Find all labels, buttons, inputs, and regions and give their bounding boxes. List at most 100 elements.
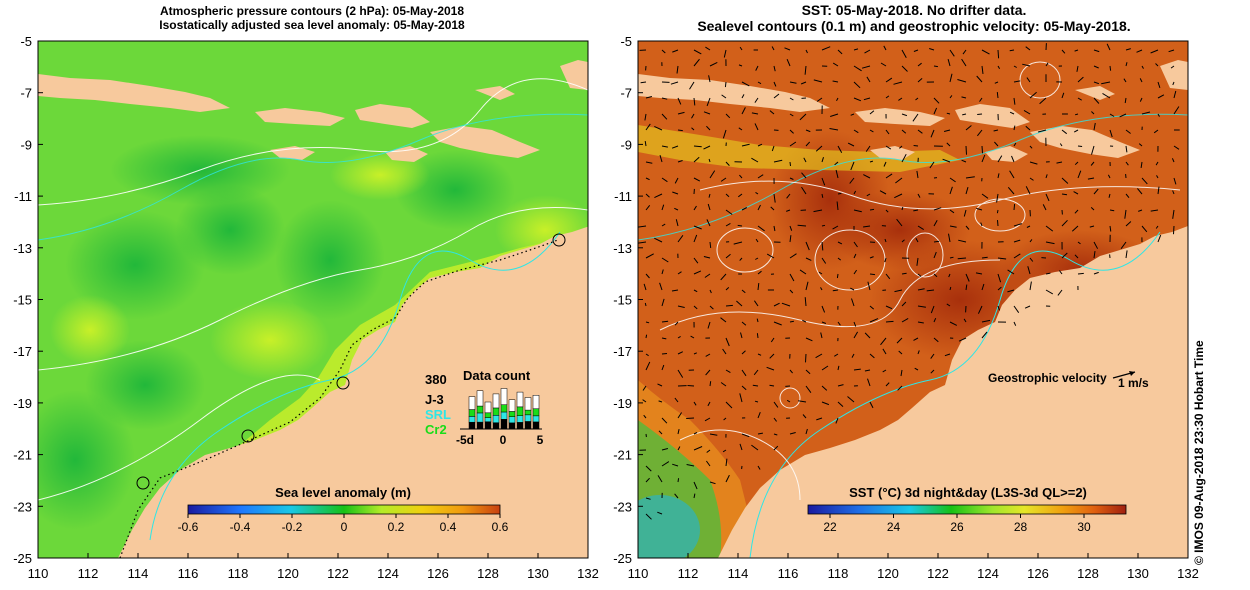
velocity-arrow <box>709 61 718 67</box>
velocity-arrow <box>720 273 727 281</box>
velocity-arrow <box>693 270 702 275</box>
velocity-arrow <box>957 79 967 83</box>
velocity-arrow <box>773 159 783 163</box>
velocity-arrow <box>1093 97 1100 104</box>
velocity-arrow <box>741 81 750 87</box>
velocity-arrow <box>786 59 791 67</box>
velocity-arrow <box>880 337 887 346</box>
velocity-arrow <box>708 75 711 83</box>
velocity-arrow <box>949 186 953 195</box>
velocity-arrow <box>853 368 861 371</box>
velocity-arrow <box>657 475 663 483</box>
velocity-arrow <box>942 158 951 163</box>
velocity-arrow <box>853 65 862 72</box>
x-tick-label: 116 <box>178 566 199 581</box>
velocity-arrow <box>820 332 823 339</box>
velocity-arrow <box>836 201 839 211</box>
velocity-arrow <box>869 273 876 276</box>
velocity-arrow <box>757 81 762 85</box>
velocity-arrow <box>1093 251 1096 259</box>
velocity-arrow <box>693 352 697 355</box>
data-count-bar <box>516 391 524 408</box>
velocity-arrow <box>725 337 730 347</box>
velocity-arrow <box>801 172 807 179</box>
data-count-bar <box>484 401 492 414</box>
velocity-arrow <box>661 49 666 54</box>
velocity-arrow <box>661 177 668 183</box>
x-tick-label: 116 <box>778 566 799 581</box>
data-count-title: Data count <box>463 368 531 383</box>
velocity-arrow <box>1061 49 1066 54</box>
velocity-arrow <box>880 62 887 67</box>
velocity-arrow <box>693 177 701 182</box>
velocity-arrow <box>912 113 919 122</box>
velocity-arrow <box>850 161 855 171</box>
velocity-arrow <box>757 204 761 211</box>
velocity-arrow <box>805 337 813 342</box>
velocity-arrow <box>1077 76 1084 83</box>
data-count-bar <box>468 409 476 417</box>
velocity-arrow <box>1125 48 1131 51</box>
velocity-arrow <box>853 331 859 339</box>
velocity-arrow <box>821 385 828 391</box>
velocity-arrow <box>661 461 670 467</box>
velocity-arrow <box>853 190 857 195</box>
velocity-arrow <box>805 129 811 133</box>
velocity-arrow <box>821 305 826 313</box>
x-tick-label: 110 <box>628 566 649 581</box>
velocity-arrow <box>853 48 859 51</box>
data-count-bar <box>468 416 476 423</box>
data-count-x-label: 0 <box>500 433 507 447</box>
velocity-arrow <box>1125 250 1128 259</box>
velocity-arrow <box>997 305 1001 311</box>
data-count-x-label: -5d <box>456 433 474 447</box>
velocity-arrow <box>659 154 663 163</box>
y-tick-label: -19 <box>613 396 632 411</box>
data-count-bar <box>500 388 508 405</box>
velocity-arrow <box>917 350 920 355</box>
velocity-arrow <box>801 186 807 195</box>
islands-land <box>638 60 1188 162</box>
velocity-arrow <box>677 160 683 163</box>
data-count-inset: 380 Data count J-3 SRL Cr2 -5d 0 5 <box>425 368 544 447</box>
velocity-arrow <box>1023 109 1031 115</box>
y-tick-label: -11 <box>14 189 32 204</box>
velocity-arrow <box>813 209 823 213</box>
data-count-bar <box>468 396 476 410</box>
velocity-arrow <box>773 321 782 326</box>
velocity-arrow <box>677 129 683 132</box>
data-count-bar <box>524 414 532 422</box>
velocity-arrow <box>1029 239 1033 243</box>
velocity-arrow <box>913 49 919 52</box>
velocity-arrow <box>1136 49 1143 53</box>
velocity-arrow <box>645 477 650 483</box>
velocity-arrow <box>1077 97 1082 101</box>
velocity-arrow <box>930 129 935 138</box>
velocity-arrow <box>693 156 700 163</box>
velocity-arrow <box>771 46 775 51</box>
velocity-arrow <box>643 414 647 419</box>
velocity-arrow <box>867 378 871 387</box>
velocity-arrow <box>739 443 743 451</box>
velocity-arrow <box>741 94 745 99</box>
velocity-arrow <box>773 93 780 99</box>
velocity-arrow <box>1009 49 1015 52</box>
velocity-arrow <box>677 412 683 419</box>
velocity-arrow <box>1045 193 1050 202</box>
velocity-arrow <box>638 241 647 244</box>
velocity-arrow <box>722 348 727 355</box>
velocity-arrow <box>837 365 840 371</box>
velocity-arrow <box>849 177 855 184</box>
velocity-arrow <box>975 272 983 275</box>
velocity-arrow <box>1013 305 1020 313</box>
velocity-arrow <box>693 234 698 243</box>
velocity-arrow <box>962 113 967 116</box>
colorbar-tick-label: 0 <box>341 520 348 534</box>
velocity-arrow <box>1074 113 1079 116</box>
data-count-bar <box>508 416 516 424</box>
velocity-arrow <box>751 444 759 451</box>
data-count-bar <box>516 415 524 423</box>
velocity-arrow <box>693 289 698 293</box>
velocity-arrow <box>789 253 797 259</box>
velocity-arrow <box>670 81 679 85</box>
